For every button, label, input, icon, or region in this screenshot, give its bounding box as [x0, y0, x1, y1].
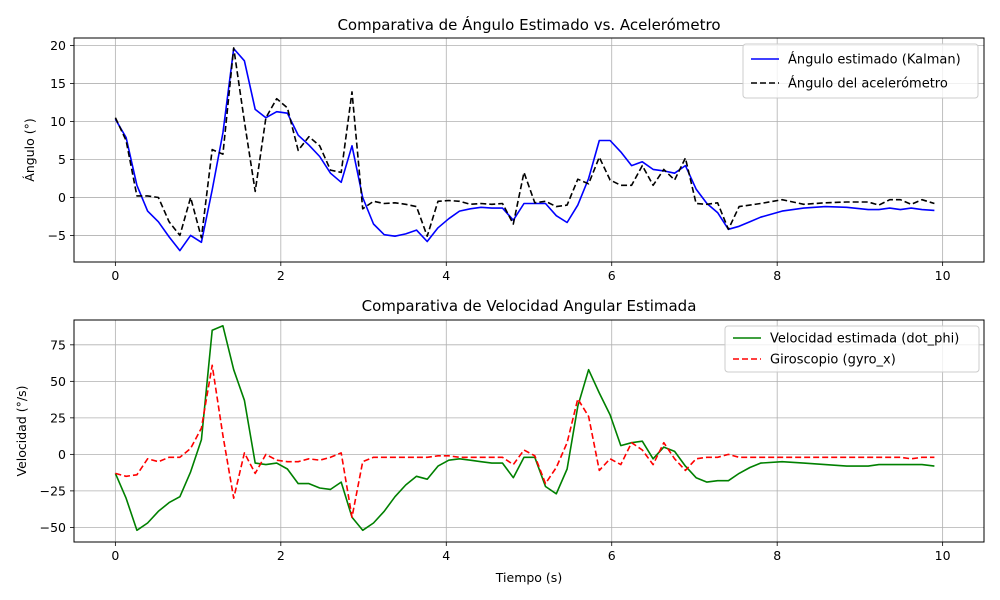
- velocity-y-tick-label: −50: [40, 520, 66, 535]
- angle-y-tick-label: 5: [58, 152, 66, 167]
- angle-series-line-0: [114, 47, 935, 252]
- angle-legend-box: [742, 43, 979, 99]
- velocity-legend-gyro-label: Giroscopio (gyro_x): [770, 353, 896, 368]
- velocity-legend: Velocidad estimada (dot_phi) Giroscopio …: [724, 325, 980, 373]
- velocity-legend-estimated-label: Velocidad estimada (dot_phi): [770, 332, 959, 347]
- velocity-x-tick-label: 2: [277, 548, 285, 563]
- angle-panel: Comparativa de Ángulo Estimado vs. Acele…: [22, 15, 985, 283]
- velocity-x-tick-label: 10: [935, 548, 951, 563]
- angle-legend-accel-label: Ángulo del acelerómetro: [788, 76, 948, 92]
- angle-x-tick-label: 4: [442, 268, 450, 283]
- velocity-x-tick-label: 4: [442, 548, 450, 563]
- angle-ticks: 0 2 4 6 8 10 −5 0 5 10 15 20: [48, 38, 951, 283]
- velocity-x-tick-label: 8: [773, 548, 781, 563]
- velocity-y-axis-label: Velocidad (°/s): [14, 386, 29, 477]
- velocity-y-tick-label: −25: [40, 483, 66, 498]
- angle-x-tick-label: 2: [277, 268, 285, 283]
- velocity-y-tick-label: 50: [50, 374, 66, 389]
- angle-x-tick-label: 6: [608, 268, 616, 283]
- velocity-series-line-1: [115, 364, 935, 519]
- angle-y-tick-label: 20: [50, 38, 66, 53]
- angle-x-tick-label: 10: [935, 268, 951, 283]
- velocity-plot-frame: [73, 319, 985, 543]
- angle-x-tick-label: 8: [773, 268, 781, 283]
- velocity-x-tick-label: 0: [111, 548, 119, 563]
- velocity-y-tick-label: 75: [50, 337, 66, 352]
- angle-series-line-1: [114, 47, 935, 239]
- velocity-series-line-0: [114, 324, 935, 532]
- velocity-legend-box: [724, 325, 980, 373]
- angle-y-tick-label: 15: [50, 76, 66, 91]
- angle-legend: Ángulo estimado (Kalman) Ángulo del acel…: [742, 43, 979, 99]
- velocity-y-tick-label: 0: [58, 447, 66, 462]
- angle-chart-title: Comparativa de Ángulo Estimado vs. Acele…: [337, 15, 720, 34]
- angle-series: [114, 47, 935, 252]
- velocity-y-tick-label: 25: [50, 410, 66, 425]
- angle-y-tick-label: 10: [50, 114, 66, 129]
- angle-plot-frame: [73, 37, 985, 263]
- angle-y-tick-label: −5: [48, 228, 66, 243]
- velocity-series: [114, 324, 935, 532]
- angle-x-tick-label: 0: [111, 268, 119, 283]
- velocity-chart-title: Comparativa de Velocidad Angular Estimad…: [362, 297, 697, 315]
- angle-y-tick-label: 0: [58, 190, 66, 205]
- angle-legend-kalman-label: Ángulo estimado (Kalman): [788, 52, 961, 68]
- velocity-x-tick-label: 6: [608, 548, 616, 563]
- velocity-ticks: 0 2 4 6 8 10 −50 −25 0 25 50 75: [40, 337, 951, 563]
- angle-y-axis-label: Ángulo (°): [22, 118, 37, 181]
- velocity-panel: Comparativa de Velocidad Angular Estimad…: [14, 297, 985, 585]
- velocity-x-axis-label: Tiempo (s): [495, 570, 562, 585]
